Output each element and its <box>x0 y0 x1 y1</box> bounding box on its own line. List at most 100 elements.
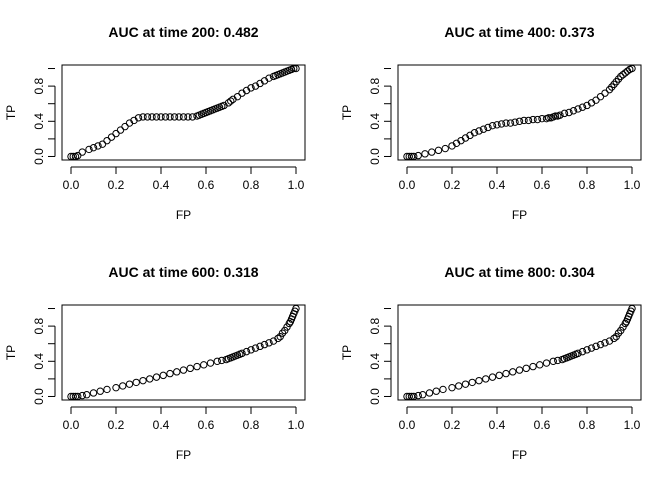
roc-point <box>166 369 174 378</box>
y-axis: 0.0 0.4 0.8 <box>32 308 56 405</box>
roc-point <box>116 126 125 134</box>
roc-point <box>410 392 418 401</box>
roc-point <box>479 125 488 133</box>
roc-point <box>601 339 609 347</box>
plot-frame <box>61 64 306 161</box>
roc-point <box>179 366 188 374</box>
roc-point <box>502 369 510 378</box>
roc-point <box>265 74 273 82</box>
roc-point <box>556 111 564 119</box>
roc-point <box>565 108 573 117</box>
roc-point <box>425 389 434 397</box>
roc-point <box>587 344 596 352</box>
roc-point <box>617 72 625 81</box>
y-tick-label: 0.4 <box>368 353 382 370</box>
roc-point <box>112 129 120 138</box>
roc-point <box>592 342 600 351</box>
roc-point <box>515 117 524 125</box>
roc-point <box>132 378 140 387</box>
x-tick-label: 1.0 <box>288 418 305 432</box>
roc-point <box>218 356 226 365</box>
roc-point <box>112 383 120 392</box>
roc-point <box>94 142 102 150</box>
roc-point <box>242 347 251 356</box>
roc-point <box>414 151 422 160</box>
chart-title: AUC at time 200: 0.482 <box>108 24 258 40</box>
roc-point <box>549 357 557 365</box>
roc-point <box>89 389 98 397</box>
roc-point <box>536 361 544 369</box>
roc-point <box>85 145 93 154</box>
y-tick-label: 0.4 <box>32 113 46 130</box>
roc-point <box>206 359 215 367</box>
x-tick-label: 0.6 <box>198 178 215 192</box>
roc-point <box>184 113 192 121</box>
roc-point <box>529 362 537 371</box>
roc-point <box>432 387 440 395</box>
roc-point <box>186 364 194 373</box>
roc-point <box>488 121 497 130</box>
roc-point <box>227 97 235 105</box>
x-axis: 0.0 0.2 0.4 0.6 0.8 1.0 <box>399 406 641 432</box>
roc-point <box>69 392 77 401</box>
roc-points <box>403 304 636 401</box>
x-tick-label: 0.6 <box>198 418 215 432</box>
roc-points <box>67 64 300 161</box>
roc-point <box>515 366 524 374</box>
y-tick-label: 0.4 <box>368 113 382 130</box>
roc-point <box>405 152 413 161</box>
roc-point <box>434 146 443 155</box>
roc-point <box>596 92 605 101</box>
x-tick-label: 0.8 <box>579 418 596 432</box>
roc-point <box>247 84 255 92</box>
roc-point <box>148 113 156 121</box>
roc-point <box>502 119 510 127</box>
x-axis: 0.0 0.2 0.4 0.6 0.8 1.0 <box>63 166 305 192</box>
y-tick-label: 0.0 <box>32 388 46 405</box>
roc-point <box>98 140 107 148</box>
roc-point <box>533 115 542 124</box>
roc-panel-3: AUC at time 600: 0.318 0.0 0.2 0.4 0.6 0.8 1.0… <box>4 264 306 462</box>
roc-point <box>233 92 242 101</box>
roc-point <box>468 378 476 387</box>
roc-point <box>448 383 456 392</box>
plot-frame <box>397 304 642 401</box>
roc-point <box>290 64 298 73</box>
roc-point <box>157 113 165 121</box>
roc-point <box>260 340 269 349</box>
x-axis-label: FP <box>512 208 527 222</box>
y-tick-label: 0.8 <box>368 317 382 334</box>
roc-point <box>554 356 562 365</box>
roc-point <box>143 113 152 121</box>
x-tick-label: 0.2 <box>444 178 461 192</box>
roc-point <box>89 143 98 152</box>
roc-point <box>522 364 530 373</box>
roc-point <box>545 114 553 122</box>
roc-point <box>488 373 497 381</box>
roc-point <box>173 368 181 376</box>
roc-point <box>574 349 582 358</box>
roc-point <box>592 96 600 104</box>
y-axis-label: TP <box>4 345 18 360</box>
x-tick-label: 0.6 <box>534 418 551 432</box>
roc-point <box>103 385 111 394</box>
roc-point <box>405 392 413 401</box>
roc-point <box>621 319 629 328</box>
x-tick-label: 0.4 <box>489 178 506 192</box>
chart-title: AUC at time 800: 0.304 <box>444 264 594 280</box>
roc-point <box>495 371 503 380</box>
roc-point <box>470 129 479 137</box>
roc-point <box>224 99 233 107</box>
roc-point <box>170 113 179 121</box>
roc-point <box>482 375 490 383</box>
roc-point <box>179 113 188 121</box>
roc-point <box>139 113 147 121</box>
roc-point <box>121 122 129 131</box>
y-tick-label: 0.8 <box>32 317 46 334</box>
roc-panel-2: AUC at time 400: 0.373 0.0 0.2 0.4 0.6 0.8 1.0… <box>340 24 642 222</box>
roc-point <box>166 113 174 121</box>
x-tick-label: 0.2 <box>444 418 461 432</box>
x-tick-label: 0.2 <box>108 418 125 432</box>
roc-point <box>628 304 636 313</box>
